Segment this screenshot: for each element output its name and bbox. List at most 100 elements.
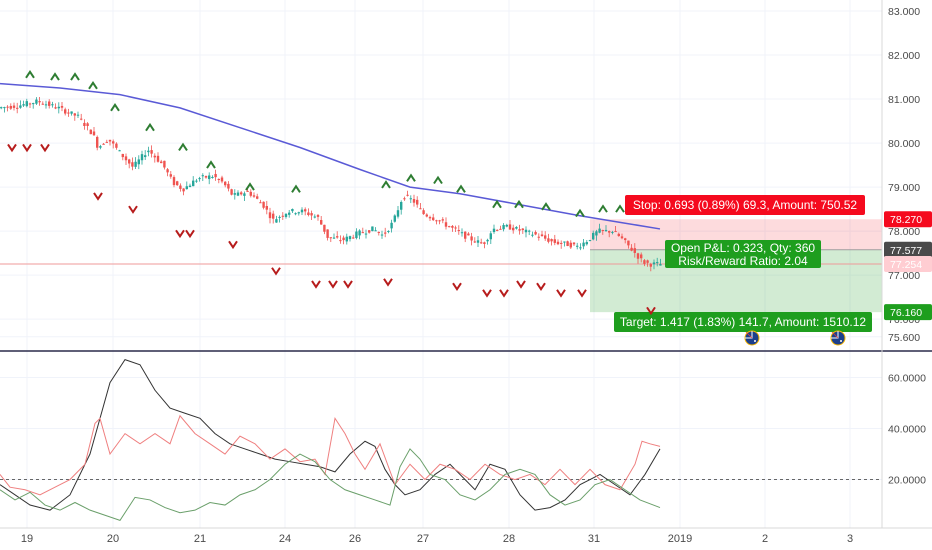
- stop-price-tag-bg: [884, 211, 932, 228]
- candle-body-up: [300, 209, 304, 213]
- price-tick-label: 75.600: [888, 332, 920, 344]
- candle-body-up: [313, 216, 316, 218]
- candle-body-down: [467, 233, 470, 236]
- up-arrow-icon: [25, 70, 35, 79]
- signal-markers: [7, 70, 656, 316]
- candle-body-up: [371, 226, 374, 232]
- candle-body-down: [512, 227, 515, 231]
- candle-body-up: [201, 175, 204, 177]
- candle-body-up: [51, 104, 54, 106]
- candle-body-up: [99, 146, 102, 148]
- candle-body-up: [32, 103, 35, 105]
- candle-body-up: [576, 245, 579, 247]
- position-tool[interactable]: [0, 195, 882, 332]
- candle-body-down: [112, 141, 115, 144]
- candle-body-down: [457, 230, 460, 232]
- up-arrow-icon: [145, 122, 155, 132]
- price-tick-label: 80.000: [888, 138, 920, 150]
- candle-body-down: [230, 189, 233, 195]
- candle-body-down: [556, 241, 560, 245]
- candle-body-down: [403, 198, 406, 200]
- candle-body-down: [227, 183, 230, 189]
- candle-body-down: [265, 205, 268, 210]
- down-arrow-icon: [328, 280, 338, 289]
- stop-label: Stop: 0.693 (0.89%) 69.3, Amount: 750.52: [633, 198, 857, 212]
- candle-body-up: [489, 233, 492, 240]
- candle-body-down: [92, 131, 96, 136]
- up-arrow-icon: [615, 204, 625, 213]
- stop-label-box: [625, 195, 865, 215]
- candle-body-down: [649, 264, 652, 267]
- candle-body-up: [144, 155, 147, 158]
- candle-body-up: [364, 233, 368, 235]
- candle-body-up: [531, 234, 534, 236]
- candle-body-down: [368, 230, 371, 233]
- candle-body-down: [483, 242, 486, 244]
- candle-body-down: [307, 212, 310, 216]
- candle-body-down: [566, 241, 569, 246]
- date-tick-label: 21: [194, 533, 206, 545]
- candle-body-down: [601, 230, 604, 232]
- indicator-tick-label: 60.0000: [888, 373, 926, 385]
- date-tick-label: 2: [762, 533, 768, 545]
- price-tick-label: 77.000: [888, 270, 920, 282]
- candle-body-down: [508, 224, 512, 230]
- candle-body-down: [262, 201, 265, 208]
- candle-body-down: [444, 222, 448, 227]
- candle-body-up: [19, 105, 22, 108]
- up-arrow-icon: [514, 199, 524, 209]
- candle-body-down: [268, 212, 272, 219]
- candle-body-up: [275, 219, 278, 223]
- candle-body-down: [438, 220, 441, 222]
- candle-body-down: [6, 106, 9, 108]
- candle-body-down: [182, 188, 185, 192]
- candle-body-down: [339, 240, 342, 242]
- event-icons[interactable]: [744, 330, 846, 346]
- entry-price-tag-bg: [884, 241, 932, 258]
- candle-body-down: [169, 174, 172, 177]
- moving-average-line: [0, 82, 661, 230]
- price-tick-label: 81.000: [888, 94, 920, 106]
- candle-body-down: [224, 181, 227, 186]
- date-tick-label: 31: [588, 533, 600, 545]
- candle-body-down: [160, 161, 163, 164]
- candle-body-down: [54, 107, 57, 109]
- australia-flag-icon[interactable]: [830, 330, 846, 346]
- risk-reward-label: Risk/Reward Ratio: 2.04: [678, 254, 808, 268]
- candle-body-down: [128, 159, 131, 164]
- candle-body-down: [640, 254, 643, 259]
- candle-body-up: [188, 185, 192, 188]
- up-arrow-icon: [433, 175, 443, 185]
- candle-body-down: [281, 215, 284, 217]
- down-arrow-icon: [7, 143, 17, 153]
- down-arrow-icon: [452, 282, 462, 291]
- candle-body-down: [534, 231, 537, 235]
- up-arrow-icon: [381, 180, 391, 189]
- up-arrow-icon: [541, 202, 551, 211]
- candle-body-up: [0, 107, 3, 109]
- pnl-box: [665, 240, 821, 268]
- australia-flag-icon[interactable]: [744, 330, 760, 346]
- candle-body-down: [572, 242, 576, 245]
- down-arrow-icon: [175, 229, 185, 239]
- up-arrow-icon: [110, 103, 120, 112]
- candle-body-down: [121, 153, 124, 158]
- candle-body-down: [60, 105, 64, 108]
- entry-price-tag: 77.577: [890, 245, 922, 257]
- candle-body-down: [73, 113, 76, 116]
- down-arrow-icon: [577, 289, 587, 298]
- indicator-line-green: [0, 448, 661, 521]
- candle-body-down: [480, 242, 483, 244]
- candle-body-down: [454, 227, 457, 229]
- up-arrow-icon: [50, 72, 60, 81]
- target-price-tag: 76.160: [890, 307, 922, 319]
- current-price-tag: 77.254: [890, 259, 922, 271]
- candle-body-up: [358, 230, 361, 236]
- candle-body-up: [278, 216, 281, 218]
- indicator-line-dark: [0, 359, 661, 511]
- candle-body-down: [214, 173, 217, 178]
- up-arrow-icon: [456, 184, 466, 193]
- candle-body-down: [550, 239, 553, 242]
- candle-body-down: [12, 105, 16, 108]
- candle-body-down: [240, 192, 243, 195]
